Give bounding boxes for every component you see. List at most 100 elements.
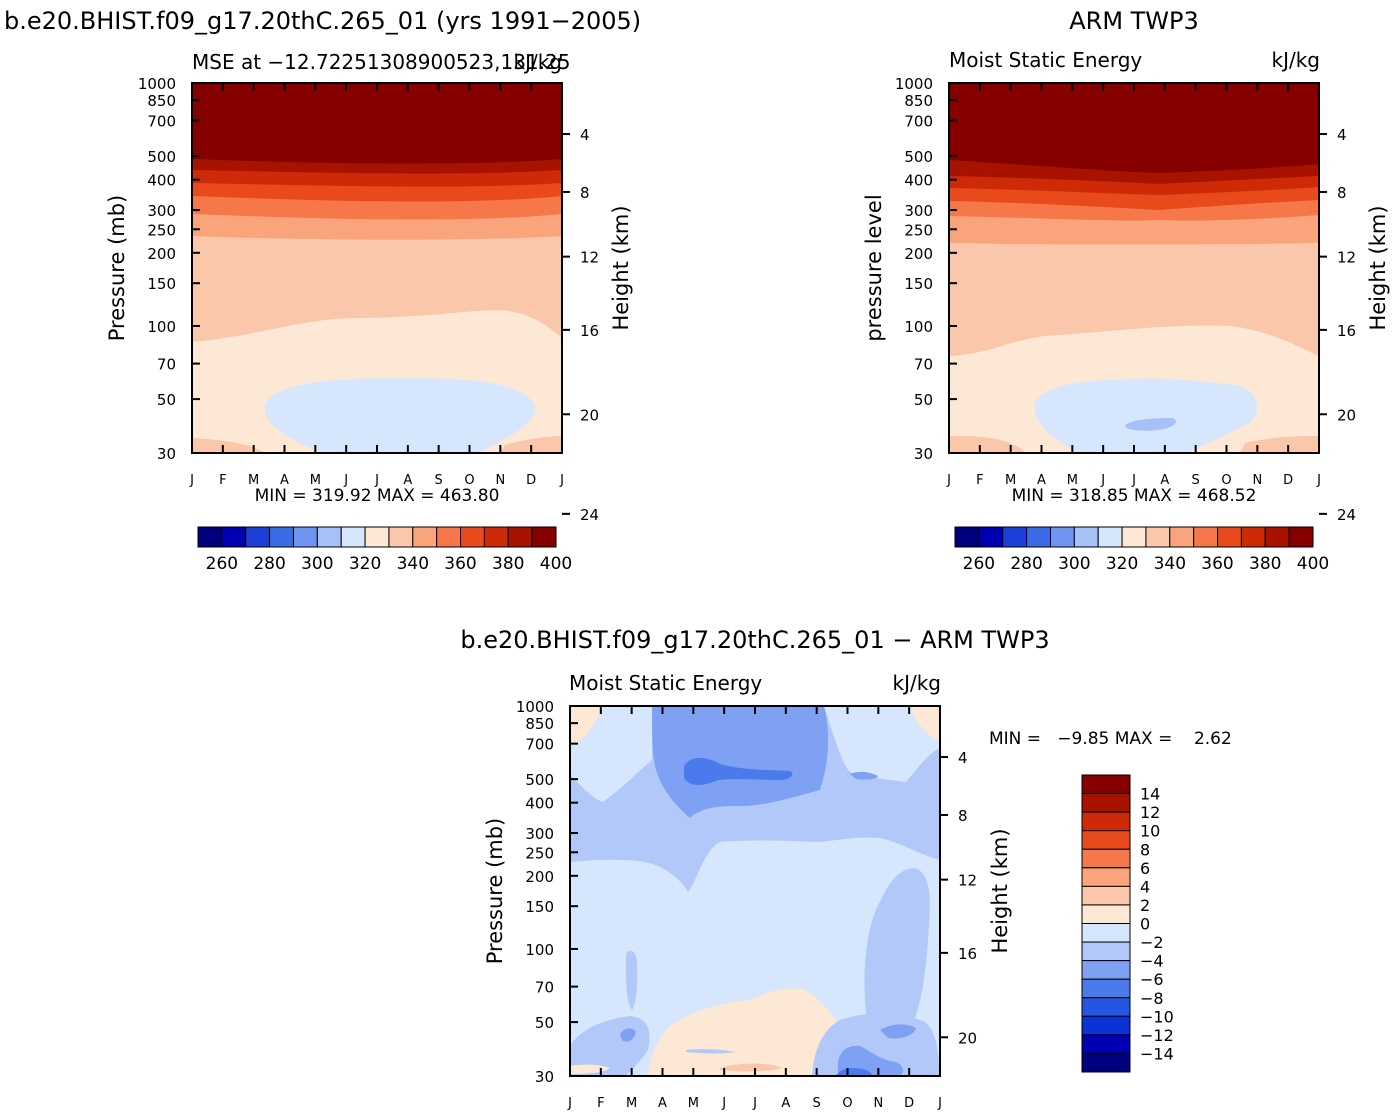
diff-xtick-label: M (688, 1096, 699, 1111)
model-y2tick-label: 8 (580, 184, 590, 202)
diff-region-sfc-lens (720, 1063, 782, 1072)
obs-colorbar-box (1169, 526, 1195, 548)
model-xtick-label: J (374, 473, 379, 488)
model-colorbar-label: 340 (397, 554, 429, 574)
diff-colorbar-box (1081, 1034, 1131, 1054)
diff-y2tick-label: 8 (958, 807, 968, 825)
diff-region-sfc-left-core (620, 1028, 636, 1042)
diff-ytick-label: 500 (525, 771, 554, 789)
obs-contour-fill (949, 83, 1319, 453)
model-xtick-label: A (403, 473, 412, 488)
obs-colorbar-box (1217, 526, 1242, 548)
diff-xtick-label: N (873, 1096, 883, 1111)
diff-colorbar-label: −6 (1140, 970, 1164, 989)
obs-ytick-label: 500 (904, 148, 933, 166)
diff-colorbar-box (1081, 1015, 1131, 1036)
obs-colorbar-box (1073, 526, 1099, 548)
obs-colorbar-box (1049, 526, 1075, 548)
model-panel: b.e20.BHIST.f09_g17.20thC.265_01 (yrs 19… (4, 7, 641, 574)
diff-colorbar-box (1081, 811, 1131, 832)
obs-ytick-label: 250 (904, 221, 933, 239)
obs-colorbar-label: 320 (1106, 554, 1138, 574)
obs-region-330 (1034, 378, 1258, 452)
model-height-label: Height (km) (609, 205, 633, 330)
diff-colorbar-box (1081, 793, 1131, 813)
model-colorbar-box (221, 526, 247, 548)
diff-region-sfc-streak (686, 1049, 735, 1054)
obs-colorbar-label: 380 (1249, 554, 1281, 574)
model-ytick-label: 100 (147, 318, 176, 336)
model-colorbar-box (460, 526, 485, 548)
model-y2tick-label: 12 (580, 249, 599, 267)
diff-region-midleft-streak (626, 950, 638, 1010)
obs-y2tick-label: 12 (1337, 249, 1356, 267)
model-xtick-label: J (189, 473, 194, 488)
obs-title: ARM TWP3 (1069, 7, 1199, 35)
diff-ytick-label: 700 (525, 736, 554, 754)
diff-contour-fill (570, 706, 940, 1076)
model-colorbar-box (292, 526, 318, 548)
model-ytick-label: 400 (147, 172, 176, 190)
diff-panel: b.e20.BHIST.f09_g17.20thC.265_01 − ARM T… (460, 626, 1231, 1111)
model-left-string: MSE at −12.72251308900523,131.25 (192, 50, 570, 74)
obs-colorbar-box (1002, 526, 1028, 548)
diff-region-corner-left (570, 706, 604, 744)
model-colorbar-box (531, 526, 557, 548)
diff-xtick-label: O (842, 1096, 852, 1111)
diff-region-sfc-positive (648, 988, 845, 1076)
model-y2tick-label: 20 (580, 406, 599, 424)
model-colorbar-box (436, 526, 462, 548)
model-ytick-label: 70 (157, 356, 176, 374)
model-ytick-label: 150 (147, 275, 176, 293)
model-colorbar-box (507, 526, 533, 548)
diff-title: b.e20.BHIST.f09_g17.20thC.265_01 − ARM T… (460, 626, 1049, 654)
model-ytick-label: 500 (147, 148, 176, 166)
diff-region-upper-dip (850, 771, 878, 780)
diff-colorbar-label: 2 (1140, 896, 1150, 915)
diff-colorbar-label: 0 (1140, 915, 1150, 934)
obs-colorbar-label: 280 (1010, 554, 1042, 574)
obs-colorbar-label: 340 (1154, 554, 1186, 574)
obs-xtick-label: J (1100, 473, 1105, 488)
diff-region-upper-core (652, 706, 829, 818)
obs-colorbar-box (1288, 526, 1314, 548)
diff-ytick-label: 150 (525, 898, 554, 916)
diff-region-corner-right (910, 706, 940, 742)
obs-colorbar-box (978, 526, 1004, 548)
obs-xtick-label: J (1131, 473, 1136, 488)
obs-colorbar-label: 360 (1201, 554, 1233, 574)
diff-ytick-label: 250 (525, 844, 554, 862)
model-xtick-label: O (464, 473, 474, 488)
model-xtick-label: J (343, 473, 348, 488)
model-pressure-label: Pressure (mb) (105, 195, 129, 342)
obs-region-sfc-right (1240, 436, 1319, 453)
obs-xtick-label: D (1283, 473, 1293, 488)
diff-height-label: Height (km) (988, 828, 1012, 953)
diff-colorbar-label: −10 (1140, 1007, 1174, 1026)
diff-xtick-label: A (658, 1096, 667, 1111)
diff-colorbar-label: 8 (1140, 840, 1150, 859)
obs-height-label: Height (km) (1366, 205, 1390, 330)
diff-ytick-label: 400 (525, 795, 554, 813)
model-ytick-label: 850 (147, 92, 176, 110)
diff-y2tick-label: 12 (958, 872, 977, 890)
diff-ytick-label: 50 (535, 1014, 554, 1032)
diff-ytick-label: 30 (535, 1068, 554, 1086)
obs-xtick-label: O (1221, 473, 1231, 488)
obs-xtick-label: J (1316, 473, 1321, 488)
obs-ytick-label: 1000 (895, 75, 933, 93)
obs-right-string: kJ/kg (1272, 48, 1321, 72)
diff-left-string: Moist Static Energy (569, 671, 762, 695)
diff-colorbar-label: −4 (1140, 952, 1164, 971)
obs-ytick-label: 100 (904, 318, 933, 336)
diff-colorbar-label: 6 (1140, 859, 1150, 878)
model-colorbar-label: 280 (253, 554, 285, 574)
diff-colorbar-box (1081, 885, 1131, 906)
model-colorbar-box (245, 526, 271, 548)
obs-pressure-label: pressure level (862, 194, 886, 341)
